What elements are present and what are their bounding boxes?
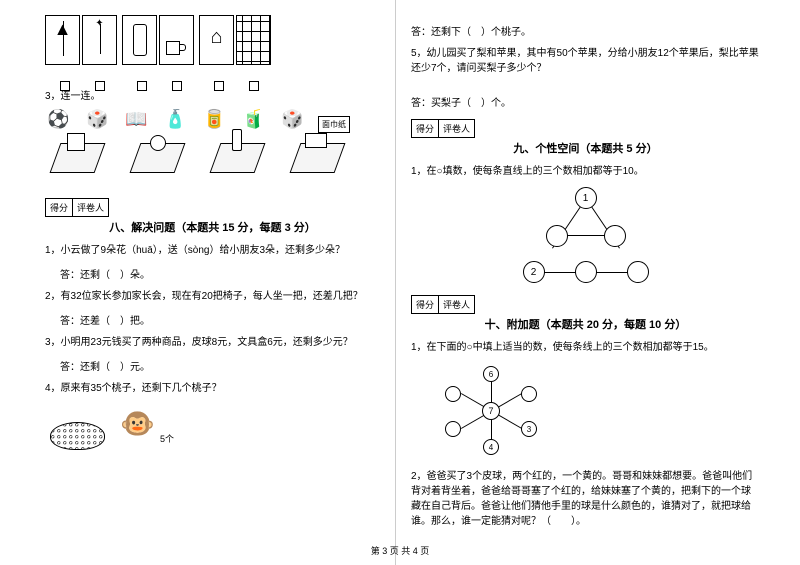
sphere-on-platform — [135, 143, 185, 183]
soccer-ball-icon: ⚽ — [45, 106, 72, 133]
star-center[interactable]: 7 — [482, 402, 500, 420]
cuboid-on-platform — [295, 143, 345, 183]
building — [236, 15, 271, 65]
grader-label: 评卷人 — [439, 119, 475, 138]
book-icon: 📖 — [123, 106, 150, 133]
section-8-title: 八、解决问题（本题共 15 分，每题 3 分） — [45, 219, 380, 235]
bottle-icon: 🧴 — [162, 106, 189, 133]
pair-3 — [199, 15, 271, 79]
checkbox[interactable] — [172, 81, 182, 91]
q8-5: 5，幼儿园买了梨和苹果，其中有50个苹果，分给小朋友12个苹果后，梨比苹果还少7… — [411, 46, 760, 76]
tri-mid-left[interactable] — [546, 225, 568, 247]
pair-1 — [45, 15, 117, 79]
cup — [159, 15, 194, 65]
grader-label: 评卷人 — [73, 198, 109, 217]
score-label: 得分 — [411, 119, 439, 138]
q8-4: 4，原来有35个桃子，还剩下几个桃子？ — [45, 381, 380, 396]
q8-1-answer: 答：还剩（ ）朵。 — [60, 266, 380, 281]
checkbox[interactable] — [249, 81, 259, 91]
q8-2-answer: 答：还差（ ）把。 — [60, 312, 380, 327]
checkbox[interactable] — [95, 81, 105, 91]
section-10-title: 十、附加题（本题共 20 分，每题 10 分） — [411, 316, 760, 332]
q8-3: 3，小明用23元钱买了两种商品，皮球8元，文具盒6元，还剩多少元？ — [45, 335, 380, 350]
star-p3[interactable]: 3 — [521, 421, 537, 437]
right-column: 答：还剩下（ ）个桃子。 5，幼儿园买了梨和苹果，其中有50个苹果，分给小朋友1… — [395, 0, 790, 565]
star-diagram: 7 6 3 4 — [431, 361, 551, 461]
q8-5-answer: 答：买梨子（ ）个。 — [411, 94, 760, 109]
left-column: 3，连一连。 ⚽ 🎲 📖 🧴 🥫 🧃 🎲 面巾纸 得分 评卷人 八、解决问题（本… — [0, 0, 395, 565]
page-footer: 第 3 页 共 4 页 — [0, 544, 800, 557]
cube-on-platform — [55, 143, 105, 183]
q10-2: 2，爸爸买了3个皮球，两个红的，一个黄的。哥哥和妹妹都想要。爸爸叫他们背对着背坐… — [411, 469, 760, 529]
q10-1: 1，在下面的○中填上适当的数，使每条线上的三个数相加都等于15。 — [411, 340, 760, 355]
tri-bot-right[interactable] — [627, 261, 649, 283]
basket-icon — [50, 422, 105, 450]
star-p4[interactable]: 4 — [483, 439, 499, 455]
star-p6[interactable] — [445, 386, 461, 402]
small-house — [199, 15, 234, 65]
checkbox[interactable] — [137, 81, 147, 91]
thermos — [122, 15, 157, 65]
section-9-title: 九、个性空间（本题共 5 分） — [411, 140, 760, 156]
items-row: ⚽ 🎲 📖 🧴 🥫 🧃 🎲 面巾纸 — [45, 106, 380, 133]
q8-4-answer: 答：还剩下（ ）个桃子。 — [411, 23, 760, 38]
can-icon: 🥫 — [201, 106, 228, 133]
star-p2[interactable] — [521, 386, 537, 402]
image-comparison-row — [45, 15, 380, 79]
q8-3-answer: 答：还剩（ ）元。 — [60, 358, 380, 373]
score-label: 得分 — [45, 198, 73, 217]
tree-large — [45, 15, 80, 65]
score-box-10: 得分 评卷人 — [411, 295, 760, 314]
cylinder-on-platform — [215, 143, 265, 183]
tri-bot-left[interactable]: 2 — [523, 261, 545, 283]
checkbox[interactable] — [214, 81, 224, 91]
grader-label: 评卷人 — [439, 295, 475, 314]
score-box: 得分 评卷人 — [45, 198, 380, 217]
score-label: 得分 — [411, 295, 439, 314]
five-peach-label: 5个 — [160, 432, 174, 445]
tree-small — [82, 15, 117, 65]
tri-mid-right[interactable] — [604, 225, 626, 247]
score-box-9: 得分 评卷人 — [411, 119, 760, 138]
q9-1: 1，在○填数，使每条直线上的三个数相加都等于10。 — [411, 164, 760, 179]
star-p5[interactable] — [445, 421, 461, 437]
triangle-diagram: 1 2 — [516, 187, 656, 287]
rubik-icon: 🎲 — [279, 106, 306, 133]
monkey-basket-image: 🐵 5个 — [45, 402, 195, 457]
juice-icon: 🧃 — [240, 106, 267, 133]
monkey-icon: 🐵 — [120, 407, 155, 440]
dice-icon: 🎲 — [84, 106, 111, 133]
checkbox[interactable] — [60, 81, 70, 91]
tri-top[interactable]: 1 — [575, 187, 597, 209]
q8-1: 1，小云做了9朵花（huā），送（sòng）给小朋友3朵，还剩多少朵？ — [45, 243, 380, 258]
q8-2: 2，有32位家长参加家长会，现在有20把椅子，每人坐一把，还差几把？ — [45, 289, 380, 304]
tri-bot-mid[interactable] — [575, 261, 597, 283]
pair-2 — [122, 15, 194, 79]
shapes-row — [55, 143, 380, 183]
tissue-box: 面巾纸 — [318, 116, 350, 133]
star-p1[interactable]: 6 — [483, 366, 499, 382]
